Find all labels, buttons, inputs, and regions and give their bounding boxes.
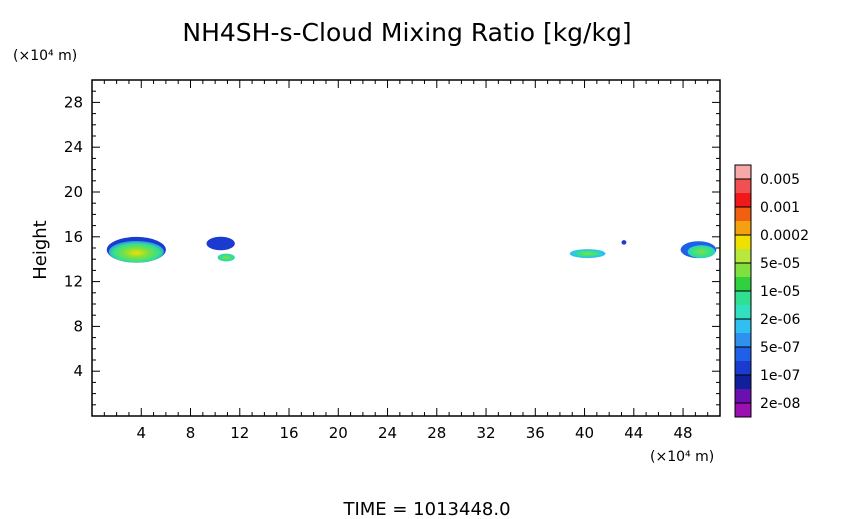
colorbar: 0.005 0.001 0.0002 5e-05 1e-05 2e-06 5e-07 1e-0… [734, 164, 809, 418]
y-unit-label: (×10⁴ m) [13, 48, 77, 64]
colorbar-swatch [735, 305, 751, 320]
cloud-field [106, 236, 717, 263]
y-tick-label: 12 [64, 273, 83, 291]
y-tick-label: 4 [73, 362, 83, 380]
colorbar-label: 0.0002 [760, 228, 809, 244]
y-tick-label: 20 [64, 183, 83, 201]
cloud-core [108, 240, 164, 263]
colorbar-swatch [735, 319, 751, 334]
y-axis-label: Height [30, 220, 51, 280]
x-tick-label: 8 [186, 424, 196, 442]
cloud-core [573, 250, 602, 258]
y-tick-label: 28 [64, 93, 83, 111]
colorbar-swatch [735, 277, 751, 292]
colorbar-swatch [735, 263, 751, 278]
cloud-5 [621, 240, 627, 245]
colorbar-swatch [735, 207, 751, 222]
cloud-1 [106, 236, 166, 263]
x-unit-label: (×10⁴ m) [650, 449, 714, 465]
cloud-4 [569, 249, 606, 259]
x-tick-label: 48 [674, 424, 693, 442]
cloud-body [621, 240, 627, 245]
colorbar-label: 1e-07 [760, 368, 800, 384]
colorbar-swatch [735, 291, 751, 306]
colorbar-swatch [735, 193, 751, 208]
colorbar-swatch [735, 375, 751, 390]
y-tick-label: 8 [73, 317, 83, 335]
colorbar-label: 5e-07 [760, 340, 800, 356]
cloud-body [217, 253, 235, 262]
x-tick-label: 24 [378, 424, 397, 442]
colorbar-swatch [735, 165, 751, 180]
x-tick-label: 28 [427, 424, 446, 442]
y-tick-label: 24 [64, 138, 83, 156]
colorbar-swatch [735, 347, 751, 362]
plot-frame [91, 79, 721, 417]
cloud-2 [206, 236, 235, 251]
colorbar-swatch [735, 221, 751, 236]
x-tick-label: 4 [136, 424, 146, 442]
chart-title: NH4SH-s-Cloud Mixing Ratio [kg/kg] [182, 18, 631, 47]
colorbar-swatch [735, 249, 751, 264]
x-tick-label: 16 [279, 424, 298, 442]
colorbar-label: 2e-06 [760, 312, 800, 328]
colorbar-label: 0.001 [760, 200, 800, 216]
time-footer: TIME = 1013448.0 [342, 499, 510, 519]
colorbar-swatch [735, 235, 751, 250]
colorbar-swatch [735, 389, 751, 404]
colorbar-label: 0.005 [760, 172, 800, 188]
colorbar-swatch [735, 179, 751, 194]
cloud-body [206, 236, 235, 251]
cloud-3 [217, 253, 235, 262]
x-tick-label: 12 [230, 424, 249, 442]
colorbar-swatch [735, 403, 751, 418]
colorbar-label: 2e-08 [760, 396, 800, 412]
x-tick-label: 20 [329, 424, 348, 442]
x-tick-label: 36 [526, 424, 545, 442]
colorbar-label: 5e-05 [760, 256, 800, 272]
cloud-6 [680, 241, 717, 259]
cloud-core [687, 245, 716, 259]
x-tick-label: 40 [575, 424, 594, 442]
y-tick-label: 16 [64, 228, 83, 246]
colorbar-swatch [735, 333, 751, 348]
colorbar-label: 1e-05 [760, 284, 800, 300]
colorbar-swatch [735, 361, 751, 376]
x-tick-label: 32 [476, 424, 495, 442]
x-tick-label: 44 [624, 424, 643, 442]
